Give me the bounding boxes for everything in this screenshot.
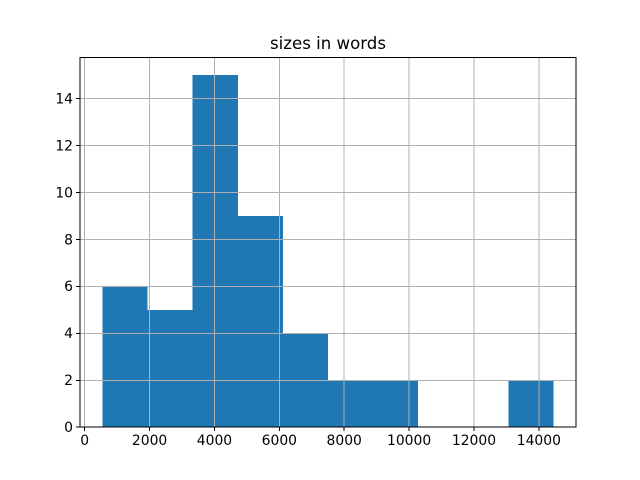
y-tick-label: 2 xyxy=(64,373,73,389)
axes-spines xyxy=(79,57,577,428)
y-tick-label: 4 xyxy=(64,326,73,342)
x-tick-label: 6000 xyxy=(262,433,297,449)
y-tick-label: 6 xyxy=(64,279,73,295)
chart-title: sizes in words xyxy=(270,34,386,53)
axes-frame xyxy=(79,57,577,428)
y-tick-label: 10 xyxy=(55,185,73,201)
y-tick-label: 8 xyxy=(64,232,73,248)
x-tick-label: 4000 xyxy=(197,433,232,449)
y-tick-label: 12 xyxy=(55,138,73,154)
histogram-bar xyxy=(237,216,283,428)
tick-marks-layer xyxy=(76,98,540,432)
histogram-bar xyxy=(192,75,238,428)
histogram-bar xyxy=(102,286,148,428)
y-tick-labels-layer: 0 2 4 6 8 10 12 14 xyxy=(55,91,73,436)
histogram-bar xyxy=(147,309,193,428)
histogram-bar xyxy=(373,380,419,428)
x-tick-labels-layer: 0 2000 4000 6000 8000 10000 12000 14000 xyxy=(80,433,561,449)
histogram-bar xyxy=(328,380,374,428)
bars-layer xyxy=(102,75,554,428)
x-tick-label: 2000 xyxy=(132,433,167,449)
x-tick-label: 12000 xyxy=(452,433,496,449)
x-tick-label: 10000 xyxy=(387,433,431,449)
x-tick-label: 8000 xyxy=(327,433,362,449)
x-tick-label: 0 xyxy=(80,433,89,449)
x-tick-label: 14000 xyxy=(517,433,561,449)
y-tick-label: 14 xyxy=(55,91,73,107)
histogram-bar xyxy=(508,380,554,428)
y-tick-label: 0 xyxy=(64,420,73,436)
